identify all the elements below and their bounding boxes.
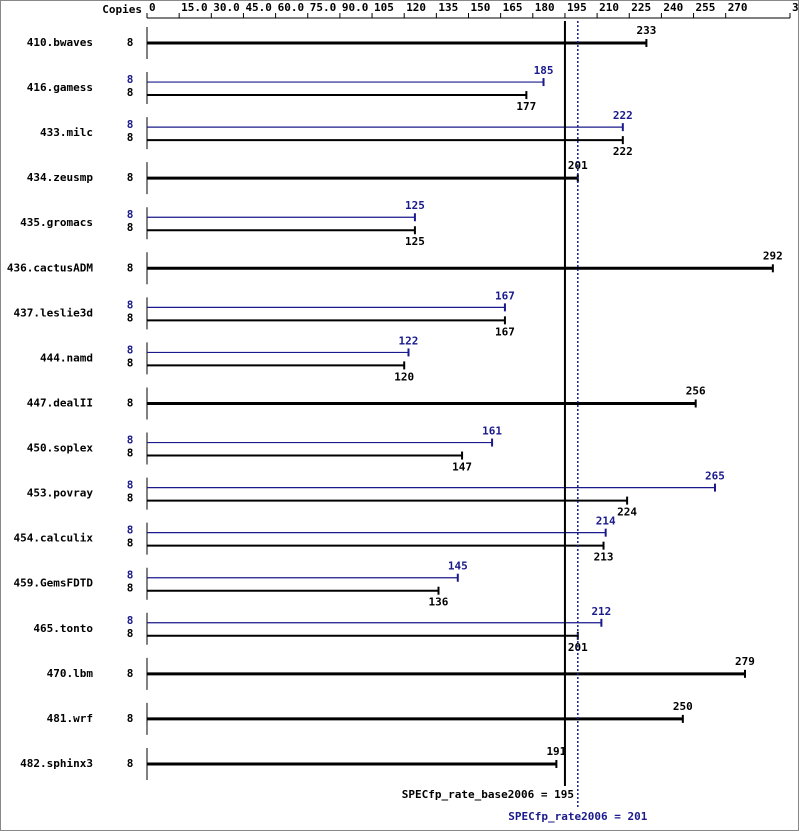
copies-label: 8 xyxy=(127,582,134,595)
benchmark-label: 450.soplex xyxy=(27,442,94,455)
copies-label: 8 xyxy=(127,36,134,49)
copies-label: 8 xyxy=(127,434,134,447)
copies-label: 8 xyxy=(127,447,134,460)
value-label: 292 xyxy=(763,249,783,262)
value-label: 161 xyxy=(482,425,502,438)
copies-label: 8 xyxy=(127,118,134,131)
x-tick-label: 240 xyxy=(663,1,683,14)
benchmark-label: 433.milc xyxy=(40,126,93,139)
x-tick-label: 105 xyxy=(374,1,394,14)
copies-label: 8 xyxy=(127,524,134,537)
value-label: 201 xyxy=(568,641,588,654)
benchmark-label: 437.leslie3d xyxy=(14,306,93,319)
x-tick-label: 45.0 xyxy=(245,1,272,14)
x-tick-label: 75.0 xyxy=(310,1,337,14)
x-tick-label: 150 xyxy=(471,1,491,14)
copies-label: 8 xyxy=(127,298,134,311)
benchmark-label: 465.tonto xyxy=(33,622,93,635)
copies-label: 8 xyxy=(127,221,134,234)
value-label: 185 xyxy=(534,64,554,77)
value-label: 125 xyxy=(405,235,425,248)
value-label: 191 xyxy=(546,745,566,758)
benchmark-label: 416.gamess xyxy=(27,81,93,94)
copies-label: 8 xyxy=(127,492,134,505)
value-label: 136 xyxy=(429,596,449,609)
value-label: 147 xyxy=(452,461,472,474)
copies-label: 8 xyxy=(127,479,134,492)
copies-label: 8 xyxy=(127,73,134,86)
x-tick-label: 15.0 xyxy=(181,1,208,14)
reference-label: SPECfp_rate2006 = 201 xyxy=(508,810,647,823)
copies-label: 8 xyxy=(127,356,134,369)
value-label: 233 xyxy=(636,24,656,37)
copies-header: Copies xyxy=(102,3,142,16)
x-tick-label: 270 xyxy=(728,1,748,14)
benchmark-label: 410.bwaves xyxy=(27,36,93,49)
value-label: 125 xyxy=(405,199,425,212)
x-tick-label: 90.0 xyxy=(342,1,369,14)
value-label: 222 xyxy=(613,145,633,158)
copies-label: 8 xyxy=(127,537,134,550)
copies-label: 8 xyxy=(127,343,134,356)
value-label: 167 xyxy=(495,289,515,302)
copies-label: 8 xyxy=(127,171,134,184)
value-label: 265 xyxy=(705,470,725,483)
x-tick-label: 135 xyxy=(438,1,458,14)
x-tick-label: 30.0 xyxy=(213,1,240,14)
copies-label: 8 xyxy=(127,311,134,324)
benchmark-label: 481.wrf xyxy=(47,712,93,725)
x-tick-label: 255 xyxy=(696,1,716,14)
x-tick-label: 225 xyxy=(631,1,651,14)
copies-label: 8 xyxy=(127,712,134,725)
benchmark-label: 470.lbm xyxy=(47,667,94,680)
benchmark-label: 453.povray xyxy=(27,487,94,500)
value-label: 167 xyxy=(495,325,515,338)
value-label: 212 xyxy=(591,605,611,618)
value-label: 177 xyxy=(516,100,536,113)
value-label: 214 xyxy=(596,515,616,528)
benchmark-label: 434.zeusmp xyxy=(27,171,94,184)
value-label: 250 xyxy=(673,700,693,713)
copies-label: 8 xyxy=(127,261,134,274)
copies-label: 8 xyxy=(127,208,134,221)
value-label: 120 xyxy=(394,370,414,383)
benchmark-label: 482.sphinx3 xyxy=(20,757,93,770)
copies-label: 8 xyxy=(127,627,134,640)
x-tick-label: 0 xyxy=(149,1,156,14)
benchmark-label: 436.cactusADM xyxy=(7,261,93,274)
value-label: 145 xyxy=(448,560,468,573)
copies-label: 8 xyxy=(127,757,134,770)
benchmark-label: 459.GemsFDTD xyxy=(14,577,94,590)
value-label: 222 xyxy=(613,109,633,122)
copies-label: 8 xyxy=(127,131,134,144)
value-label: 224 xyxy=(617,506,637,519)
x-tick-label: 300 xyxy=(792,1,799,14)
copies-label: 8 xyxy=(127,396,134,409)
benchmark-label: 447.dealII xyxy=(27,396,93,409)
value-label: 213 xyxy=(594,551,614,564)
value-label: 122 xyxy=(399,334,419,347)
benchmark-label: 435.gromacs xyxy=(20,216,93,229)
value-label: 279 xyxy=(735,655,755,668)
value-label: 256 xyxy=(686,384,706,397)
x-tick-label: 195 xyxy=(567,1,587,14)
x-tick-label: 180 xyxy=(535,1,555,14)
x-tick-label: 165 xyxy=(503,1,523,14)
x-tick-label: 210 xyxy=(599,1,619,14)
x-tick-label: 60.0 xyxy=(278,1,305,14)
benchmark-label: 444.namd xyxy=(40,351,93,364)
copies-label: 8 xyxy=(127,667,134,680)
copies-label: 8 xyxy=(127,569,134,582)
x-tick-label: 120 xyxy=(406,1,426,14)
benchmark-label: 454.calculix xyxy=(14,532,94,545)
copies-label: 8 xyxy=(127,86,134,99)
reference-label: SPECfp_rate_base2006 = 195 xyxy=(402,788,574,801)
copies-label: 8 xyxy=(127,614,134,627)
